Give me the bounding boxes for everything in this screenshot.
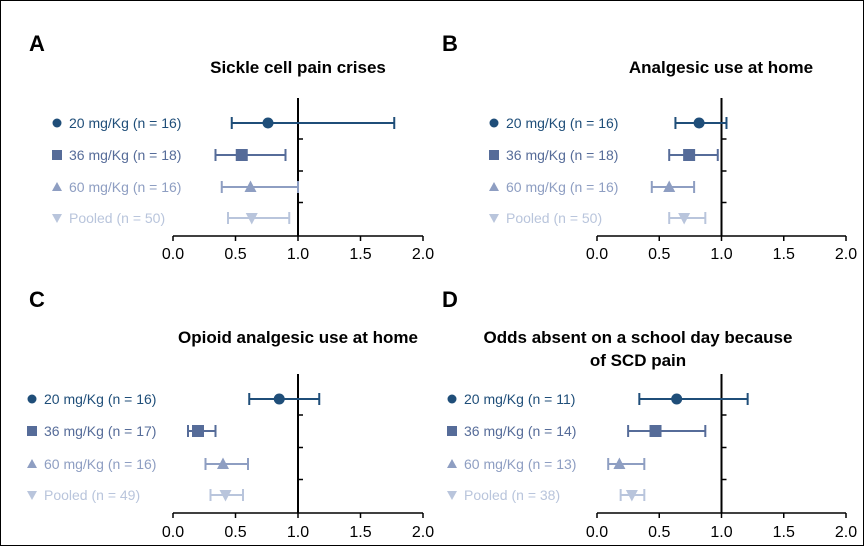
panel-b-x-tick-label: 0.0 bbox=[586, 246, 608, 263]
panel-b-x-tick-label: 1.0 bbox=[710, 246, 732, 263]
panel-b-row-4: Pooled (n = 50) bbox=[489, 210, 707, 226]
panel-a-title-line-1: Sickle cell pain crises bbox=[210, 58, 386, 77]
panel-b-row-1: 20 mg/Kg (n = 16) bbox=[489, 115, 728, 131]
panel-b-row-4-label: Pooled (n = 50) bbox=[506, 210, 602, 226]
panel-a-x-tick-label: 1.0 bbox=[287, 246, 309, 263]
panel-c-row-3-legend-icon bbox=[27, 459, 37, 468]
panel-c-row-4-legend-icon bbox=[27, 491, 37, 500]
panel-b-row-2: 36 mg/Kg (n = 18) bbox=[489, 147, 719, 163]
panel-b-row-3-legend-icon bbox=[489, 182, 499, 191]
panel-c-row-3: 60 mg/Kg (n = 16) bbox=[27, 456, 249, 472]
panel-c-x-tick-label: 1.0 bbox=[287, 524, 309, 541]
panel-c-row-4-label: Pooled (n = 49) bbox=[44, 487, 140, 503]
panel-a-row-4-point bbox=[245, 213, 258, 225]
panel-d-row-3-label: 60 mg/Kg (n = 13) bbox=[464, 456, 576, 472]
panel-a-row-2-label: 36 mg/Kg (n = 18) bbox=[69, 147, 181, 163]
panel-a-row-3-legend-icon bbox=[52, 182, 62, 191]
panel-d-row-2: 36 mg/Kg (n = 14) bbox=[447, 423, 707, 439]
panel-b-row-1-label: 20 mg/Kg (n = 16) bbox=[506, 115, 618, 131]
panel-b-row-3-point bbox=[663, 180, 676, 192]
panel-d-letter: D bbox=[442, 287, 458, 312]
panel-a-row-1-legend-icon bbox=[52, 118, 62, 128]
panel-d-row-4: Pooled (n = 38) bbox=[447, 487, 646, 503]
panel-d-row-4-label: Pooled (n = 38) bbox=[464, 487, 560, 503]
panel-b-row-4-point bbox=[678, 213, 691, 225]
panel-d-row-2-point bbox=[649, 425, 662, 437]
panel-d-x-tick-label: 0.5 bbox=[648, 524, 670, 541]
panel-c: C Opioid analgesic use at home 0.0 0.5 1.0 1.… bbox=[27, 287, 434, 541]
panel-c-letter: C bbox=[29, 287, 45, 312]
panel-c-row-2: 36 mg/Kg (n = 17) bbox=[27, 423, 217, 439]
panel-d-x-tick-label: 2.0 bbox=[835, 524, 857, 541]
panel-d-row-1: 20 mg/Kg (n = 11) bbox=[447, 391, 749, 407]
panel-a-row-3-label: 60 mg/Kg (n = 16) bbox=[69, 179, 181, 195]
panel-c-row-4: Pooled (n = 49) bbox=[27, 487, 244, 503]
panel-d-row-1-point bbox=[671, 393, 683, 405]
panel-a-row-1: 20 mg/Kg (n = 16) bbox=[52, 115, 396, 131]
panel-b-row-1-point bbox=[693, 117, 705, 129]
panel-d-row-4-point bbox=[625, 490, 638, 502]
panel-c-x-tick-label: 0.0 bbox=[162, 524, 184, 541]
panel-a-row-3: 60 mg/Kg (n = 16) bbox=[52, 179, 299, 195]
panel-a-x-tick-label: 0.5 bbox=[224, 246, 246, 263]
panel-a: A Sickle cell pain crises 0.0 0.5 1.0 1.5 2.0 2… bbox=[29, 31, 434, 263]
panel-b-x-tick-label: 1.5 bbox=[773, 246, 795, 263]
panel-c-row-3-point bbox=[217, 457, 229, 469]
panel-c-row-4-point bbox=[219, 490, 232, 502]
panel-a-row-3-point bbox=[244, 180, 257, 192]
panel-d-row-2-legend-icon bbox=[447, 426, 457, 436]
panel-b-row-3: 60 mg/Kg (n = 16) bbox=[489, 179, 696, 195]
panel-c-row-3-label: 60 mg/Kg (n = 16) bbox=[44, 456, 156, 472]
panel-c-row-1-legend-icon bbox=[27, 394, 37, 404]
panel-a-row-1-point bbox=[262, 117, 274, 129]
panel-a-row-4-label: Pooled (n = 50) bbox=[69, 210, 165, 226]
panel-d-row-4-legend-icon bbox=[447, 491, 457, 500]
panel-b-letter: B bbox=[442, 31, 458, 56]
panel-a-row-2-point bbox=[235, 149, 248, 161]
panel-c-row-2-label: 36 mg/Kg (n = 17) bbox=[44, 423, 156, 439]
panel-b-row-2-point bbox=[683, 149, 696, 161]
panel-a-row-4: Pooled (n = 50) bbox=[52, 210, 291, 226]
panel-d: D Odds absent on a school day because of S… bbox=[442, 287, 857, 541]
panel-d-x-tick-label: 1.5 bbox=[773, 524, 795, 541]
panel-c-title-line-1: Opioid analgesic use at home bbox=[178, 328, 418, 347]
panel-a-x-tick-label: 2.0 bbox=[412, 246, 434, 263]
panel-b-x-tick-label: 2.0 bbox=[835, 246, 857, 263]
panel-b-x-tick-label: 0.5 bbox=[648, 246, 670, 263]
panel-b-row-3-label: 60 mg/Kg (n = 16) bbox=[506, 179, 618, 195]
panel-c-row-1-point bbox=[273, 393, 285, 405]
panel-c-row-2-point bbox=[192, 425, 204, 437]
panel-d-row-3: 60 mg/Kg (n = 13) bbox=[447, 456, 646, 472]
panel-b-row-1-legend-icon bbox=[489, 118, 499, 128]
panel-b-row-2-legend-icon bbox=[489, 150, 499, 160]
panel-c-row-2-legend-icon bbox=[27, 426, 37, 436]
panel-a-x-tick-label: 1.5 bbox=[349, 246, 371, 263]
panel-d-title-line-1: Odds absent on a school day because bbox=[484, 328, 793, 347]
panel-c-x-tick-label: 0.5 bbox=[224, 524, 246, 541]
panel-c-x-tick-label: 2.0 bbox=[412, 524, 434, 541]
panel-d-row-1-label: 20 mg/Kg (n = 11) bbox=[464, 391, 575, 407]
panel-d-row-1-legend-icon bbox=[447, 394, 457, 404]
panel-d-row-3-point bbox=[613, 457, 626, 469]
panel-b-row-4-legend-icon bbox=[489, 214, 499, 223]
panel-d-row-2-label: 36 mg/Kg (n = 14) bbox=[464, 423, 576, 439]
panel-a-row-2-legend-icon bbox=[52, 150, 62, 160]
panel-a-row-4-legend-icon bbox=[52, 214, 62, 223]
panel-d-title-line-2: of SCD pain bbox=[590, 351, 686, 370]
panel-a-row-2: 36 mg/Kg (n = 18) bbox=[52, 147, 287, 163]
panel-d-row-3-legend-icon bbox=[447, 459, 457, 468]
panel-b-row-2-label: 36 mg/Kg (n = 18) bbox=[506, 147, 618, 163]
panel-b-title-line-1: Analgesic use at home bbox=[629, 58, 813, 77]
panel-a-x-tick-label: 0.0 bbox=[162, 246, 184, 263]
panel-d-x-tick-label: 1.0 bbox=[710, 524, 732, 541]
panel-c-x-tick-label: 1.5 bbox=[349, 524, 371, 541]
panel-b: B Analgesic use at home 0.0 0.5 1.0 1.5 2.0 20 … bbox=[442, 31, 857, 263]
panel-d-x-tick-label: 0.0 bbox=[586, 524, 608, 541]
panel-c-row-1-label: 20 mg/Kg (n = 16) bbox=[44, 391, 156, 407]
panel-a-row-1-label: 20 mg/Kg (n = 16) bbox=[69, 115, 181, 131]
panel-a-letter: A bbox=[29, 31, 45, 56]
panel-c-row-1: 20 mg/Kg (n = 16) bbox=[27, 391, 321, 407]
